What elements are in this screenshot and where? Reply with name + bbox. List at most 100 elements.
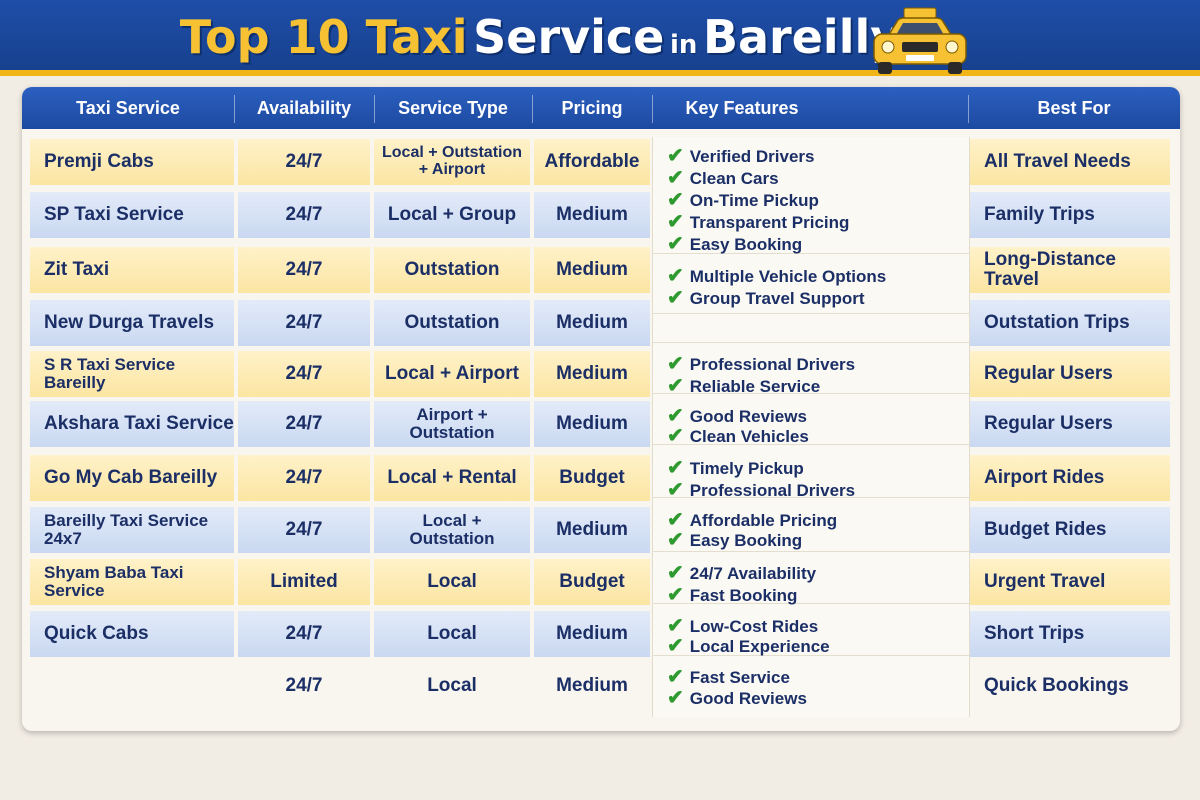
cell-service-type: Local + Outstation + Airport bbox=[374, 139, 530, 185]
feature-item: ✔ Good Reviews bbox=[667, 405, 807, 427]
feature-label: Group Travel Support bbox=[689, 289, 865, 308]
cell-availability: 24/7 bbox=[238, 351, 370, 397]
feature-item: ✔ Affordable Pricing bbox=[667, 509, 837, 531]
feature-label: Low-Cost Rides bbox=[689, 617, 819, 636]
feature-label: Clean Vehicles bbox=[689, 427, 809, 446]
cell-best-for: Budget Rides bbox=[970, 507, 1170, 553]
check-icon: ✔ bbox=[667, 425, 684, 447]
feature-label: Timely Pickup bbox=[689, 459, 804, 478]
title-part-1: Top 10 Taxi bbox=[179, 10, 468, 64]
cell-pricing: Budget bbox=[534, 455, 650, 501]
cell-best-for: Family Trips bbox=[970, 192, 1170, 238]
check-icon: ✔ bbox=[667, 287, 684, 309]
feature-label: Reliable Service bbox=[689, 377, 821, 396]
title-banner bbox=[0, 0, 1200, 76]
feature-label: Professional Drivers bbox=[689, 355, 856, 374]
cell-pricing: Budget bbox=[534, 559, 650, 605]
check-icon: ✔ bbox=[667, 233, 684, 255]
cell-taxi-name bbox=[30, 663, 234, 709]
cell-taxi-name: S R Taxi Service Bareilly bbox=[30, 351, 234, 397]
header-divider bbox=[234, 95, 235, 123]
header-best-for: Best For bbox=[1037, 98, 1111, 118]
feature-label: Good Reviews bbox=[689, 689, 807, 708]
header-service-type: Service Type bbox=[398, 98, 508, 118]
cell-service-type: Local + Group bbox=[374, 192, 530, 238]
feature-item: ✔ Fast Booking bbox=[667, 584, 797, 606]
cell-service-type: Local bbox=[427, 675, 477, 697]
cell-pricing: Medium bbox=[534, 401, 650, 447]
check-icon: ✔ bbox=[667, 265, 684, 287]
feature-label: Affordable Pricing bbox=[689, 511, 838, 530]
feature-item: ✔ Timely Pickup bbox=[667, 457, 804, 479]
cell-best-for: Urgent Travel bbox=[970, 559, 1170, 605]
feature-item: ✔ Local Experience bbox=[667, 635, 830, 657]
check-icon: ✔ bbox=[667, 167, 684, 189]
cell-availability: 24/7 bbox=[238, 300, 370, 346]
feature-label: Good Reviews bbox=[689, 407, 807, 426]
cell-taxi-name: Akshara Taxi Service bbox=[30, 401, 234, 447]
feature-label: Clean Cars bbox=[689, 169, 779, 188]
feature-divider bbox=[653, 342, 969, 343]
feature-item: ✔ 24/7 Availability bbox=[667, 562, 816, 584]
feature-label: Local Experience bbox=[689, 637, 830, 656]
check-icon: ✔ bbox=[667, 405, 684, 427]
feature-divider bbox=[653, 253, 969, 254]
feature-item: ✔ Good Reviews bbox=[667, 687, 807, 709]
feature-item: ✔ Clean Cars bbox=[667, 167, 779, 189]
feature-item: ✔ Transparent Pricing bbox=[667, 211, 849, 233]
cell-service-type: Local bbox=[374, 559, 530, 605]
cell-pricing: Medium bbox=[534, 351, 650, 397]
cell-service-type: Local bbox=[374, 611, 530, 657]
feature-divider bbox=[653, 393, 969, 394]
feature-label: Fast Service bbox=[689, 668, 790, 687]
cell-availability: Limited bbox=[238, 559, 370, 605]
feature-item: ✔ On-Time Pickup bbox=[667, 189, 819, 211]
feature-divider bbox=[653, 603, 969, 604]
feature-divider bbox=[653, 444, 969, 445]
key-features-column: ✔ Verified Drivers ✔ Clean Cars ✔ On-Time Pic… bbox=[652, 137, 970, 717]
feature-divider bbox=[653, 497, 969, 498]
feature-item: ✔ Easy Booking bbox=[667, 529, 802, 551]
check-icon: ✔ bbox=[667, 479, 684, 501]
feature-label: Multiple Vehicle Options bbox=[689, 267, 887, 286]
cell-best-for: Airport Rides bbox=[970, 455, 1170, 501]
cell-availability: 24/7 bbox=[238, 611, 370, 657]
check-icon: ✔ bbox=[667, 635, 684, 657]
cell-taxi-name: Shyam Baba Taxi Service bbox=[30, 559, 234, 605]
cell-taxi-name: New Durga Travels bbox=[30, 300, 234, 346]
cell-availability: 24/7 bbox=[238, 139, 370, 185]
check-icon: ✔ bbox=[667, 666, 684, 688]
cell-pricing: Affordable bbox=[534, 139, 650, 185]
check-icon: ✔ bbox=[667, 375, 684, 397]
taxi-car-icon bbox=[873, 7, 967, 74]
check-icon: ✔ bbox=[667, 615, 684, 637]
check-icon: ✔ bbox=[667, 457, 684, 479]
cell-availability: 24/7 bbox=[285, 675, 323, 697]
cell-best-for: Regular Users bbox=[970, 351, 1170, 397]
feature-item: ✔ Professional Drivers bbox=[667, 353, 855, 375]
feature-label: Verified Drivers bbox=[689, 147, 815, 166]
cell-taxi-name: Bareilly Taxi Service 24x7 bbox=[30, 507, 234, 553]
cell-service-type: Local + Outstation bbox=[374, 507, 530, 553]
title-part-2: Service bbox=[473, 10, 665, 64]
header-divider bbox=[374, 95, 375, 123]
cell-availability: 24/7 bbox=[238, 192, 370, 238]
feature-divider bbox=[653, 655, 969, 656]
check-icon: ✔ bbox=[667, 509, 684, 531]
check-icon: ✔ bbox=[667, 211, 684, 233]
cell-pricing: Medium bbox=[534, 247, 650, 293]
feature-item: ✔ Professional Drivers bbox=[667, 479, 855, 501]
cell-service-type: Local + Airport bbox=[374, 351, 530, 397]
cell-service-type: Outstation bbox=[374, 247, 530, 293]
title-part-3: in bbox=[669, 30, 698, 60]
cell-best-for: Outstation Trips bbox=[970, 300, 1170, 346]
check-icon: ✔ bbox=[667, 145, 684, 167]
feature-label: Fast Booking bbox=[689, 586, 798, 605]
page-title: Top 10 Taxi Service in Bareilly bbox=[0, 4, 1080, 70]
cell-best-for: Short Trips bbox=[970, 611, 1170, 657]
feature-item: ✔ Multiple Vehicle Options bbox=[667, 265, 886, 287]
cell-taxi-name: SP Taxi Service bbox=[30, 192, 234, 238]
feature-item: ✔ Clean Vehicles bbox=[667, 425, 809, 447]
feature-item: ✔ Low-Cost Rides bbox=[667, 615, 818, 637]
feature-divider bbox=[653, 313, 969, 314]
